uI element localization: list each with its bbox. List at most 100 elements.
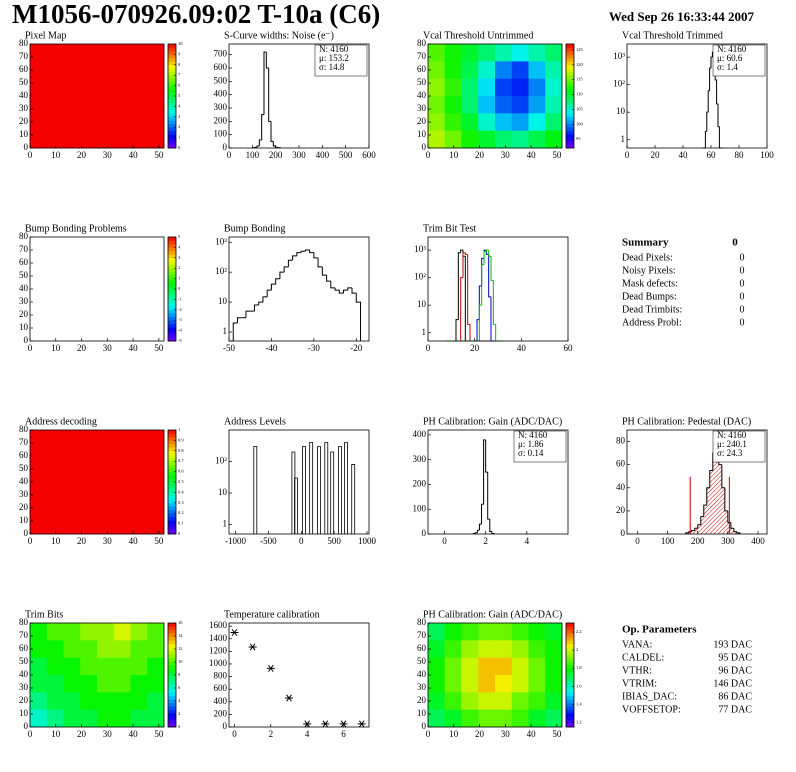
heat-cell: [30, 482, 98, 535]
colorbar-segment: [566, 654, 574, 658]
x-tick-label: 0: [426, 729, 431, 739]
colorbar-segment: [168, 320, 176, 324]
colorbar-segment: [168, 292, 176, 297]
colorbar-label: -3: [178, 317, 182, 322]
hist-bin: [258, 301, 263, 305]
param-label: VTHR:: [622, 665, 652, 676]
colorbar-label: -2: [178, 307, 182, 312]
colorbar-segment: [168, 530, 176, 535]
param-value: 96 DAC: [718, 665, 752, 676]
heat-cell: [147, 675, 165, 693]
colorbar-label: 0: [178, 531, 181, 536]
stats-line: N: 4160: [717, 44, 747, 54]
heat-cell: [478, 692, 496, 710]
colorbar-label: 2: [576, 647, 578, 652]
heat-cell: [444, 113, 462, 131]
x-tick-label: -20: [350, 343, 362, 353]
colorbar-segment: [566, 134, 574, 138]
plot-frame: [626, 429, 768, 535]
hist-bin: [688, 531, 692, 533]
colorbar-label: 9: [178, 51, 181, 56]
colorbar-segment: [168, 688, 176, 693]
summary-label: Dead Trimbits:: [622, 304, 682, 315]
y-tick-label: 50: [19, 77, 29, 87]
heat-cell: [444, 61, 462, 79]
heat-cell: [495, 657, 513, 676]
y-tick-label: 1200: [209, 645, 228, 655]
y-tick-label: 10³: [613, 51, 625, 61]
colorbar-segment: [168, 678, 176, 683]
x-tick-label: 200: [691, 536, 705, 546]
colorbar-label: 0: [178, 286, 181, 291]
heat-cell: [545, 709, 563, 728]
heat-cell: [478, 623, 496, 641]
summary-total: 0: [732, 237, 738, 249]
colorbar-segment: [168, 75, 176, 79]
y-tick-label: 30: [19, 489, 29, 499]
heat-cell: [80, 623, 98, 641]
colorbar-segment: [566, 716, 574, 721]
hist-bin: [343, 289, 348, 294]
colorbar-segment: [566, 661, 574, 665]
y-tick-label: 600: [214, 683, 228, 693]
y-tick-label: 80: [417, 617, 427, 627]
colorbar-segment: [168, 468, 176, 472]
heat-cell: [147, 657, 165, 676]
panel-title: Vcal Threshold Untrimmed: [423, 30, 533, 41]
point: [248, 643, 257, 651]
hist-bin: [347, 287, 353, 291]
heat-cell: [528, 623, 546, 641]
colorbar-segment: [168, 240, 176, 245]
hist-bin: [261, 114, 264, 140]
hist-bin: [481, 503, 484, 525]
y-tick-label: 1000: [209, 658, 228, 668]
x-tick-label: 2: [483, 536, 488, 546]
colorbar-segment: [168, 264, 176, 269]
hist-bin: [707, 90, 710, 113]
x-tick-label: 1000: [358, 536, 377, 546]
heat-cell: [528, 692, 546, 710]
colorbar-segment: [168, 457, 176, 462]
heat-cell: [63, 657, 81, 676]
hist-bin: [490, 256, 494, 281]
hist-bin: [455, 319, 459, 341]
colorbar-segment: [168, 636, 176, 641]
y-tick-label: 0: [422, 528, 427, 538]
colorbar-segment: [168, 316, 176, 321]
hist-bin: [272, 141, 276, 147]
colorbar-label: 105: [576, 106, 584, 111]
heat-cell: [495, 78, 513, 97]
hist-bin: [476, 529, 480, 533]
colorbar-segment: [168, 134, 176, 138]
y-tick-label: 80: [19, 617, 29, 627]
hist-bin: [710, 56, 713, 69]
y-tick-label: 0: [24, 335, 29, 345]
summary-value: 0: [740, 265, 745, 276]
colorbar-segment: [566, 713, 574, 717]
x-tick-label: -1000: [225, 536, 246, 546]
heat-cell: [428, 61, 446, 79]
x-tick-label: 0: [232, 729, 237, 739]
y-tick-label: 30: [19, 682, 29, 692]
colorbar-segment: [168, 137, 176, 142]
heat-cell: [478, 640, 496, 658]
heat-cell: [545, 130, 563, 149]
heat-cell: [461, 623, 479, 641]
colorbar-label: 0.3: [178, 500, 184, 505]
param-value: 86 DAC: [718, 691, 752, 702]
x-tick-label: -40: [265, 343, 277, 353]
hist-bin: [478, 304, 482, 341]
colorbar-label: 2: [178, 265, 180, 270]
colorbar-segment: [566, 723, 574, 728]
colorbar-segment: [566, 626, 574, 631]
heat-cell: [63, 640, 81, 658]
heat-cell: [545, 113, 563, 131]
colorbar-label: 5: [178, 234, 181, 239]
colorbar-label: 0.9: [178, 437, 184, 442]
heat-cell: [30, 623, 48, 641]
y-tick-label: 10: [417, 708, 427, 718]
colorbar-segment: [168, 654, 176, 658]
plot-frame: [427, 236, 569, 342]
hist-bin: [270, 283, 276, 291]
y-tick-label: 0: [422, 721, 427, 731]
